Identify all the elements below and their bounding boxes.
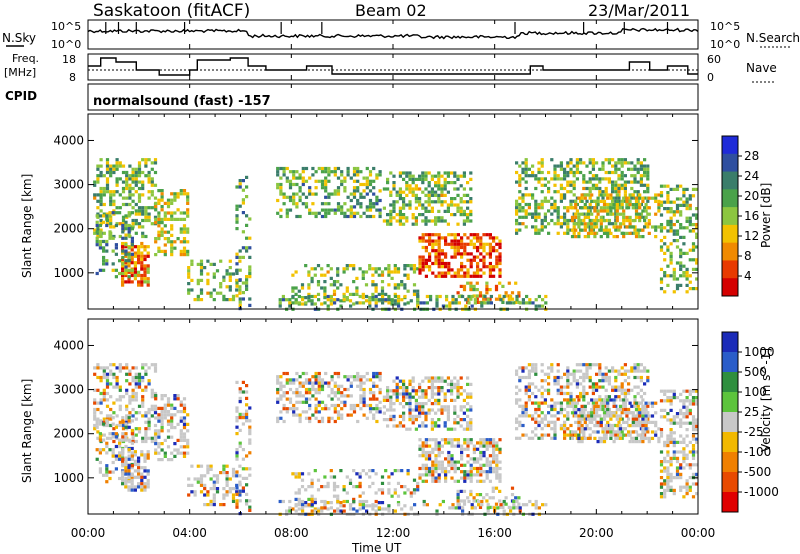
x-tick-label: 00:00: [681, 526, 716, 540]
beam-title: Beam 02: [355, 1, 427, 20]
colorbar-tick-label: 500: [744, 365, 767, 379]
y-tick-label: 4000: [53, 133, 84, 147]
colorbar-swatch: [722, 332, 738, 353]
y-tick-label: 2000: [53, 427, 84, 441]
colorbar-tick-label: 100: [744, 385, 767, 399]
y-tick-label: 2000: [53, 222, 84, 236]
colorbar-swatch: [722, 136, 738, 155]
colorbar-tick-label: 4: [744, 269, 752, 283]
colorbar-tick-label: 24: [744, 169, 759, 183]
colorbar-swatch: [722, 207, 738, 226]
colorbar-tick-label: -25: [744, 425, 764, 439]
frequency-trace: [88, 57, 698, 76]
cpid-text: normalsound (fast) -157: [93, 94, 271, 109]
colorbar-swatch: [722, 432, 738, 453]
velocity-colorbar: 1000 500 100 25 -25 -100 -500 -1000: [721, 331, 779, 513]
colorbar-tick-label: -100: [744, 445, 771, 459]
date-title: 23/Mar/2011: [588, 1, 690, 20]
nave-label: Nave: [746, 61, 777, 75]
x-tick-label: 20:00: [579, 526, 614, 540]
y-tick-label: 3000: [53, 383, 84, 397]
colorbar-tick-label: 28: [744, 149, 759, 163]
x-tick-label: 04:00: [172, 526, 207, 540]
freq-ytick-8: 8: [69, 71, 76, 84]
freq-label-line2: [MHz]: [4, 66, 36, 79]
power-heatmap: [93, 158, 699, 311]
y-tick-label: 3000: [53, 178, 84, 192]
colorbar-tick-label: 1000: [744, 345, 775, 359]
x-tick-label: 08:00: [274, 526, 309, 540]
colorbar-swatch: [722, 392, 738, 413]
freq-label-line1: Freq.: [12, 52, 39, 65]
noise-ytick-bottom-left: 10^0: [51, 38, 81, 51]
colorbar-swatch: [722, 171, 738, 190]
y-tick-label: 4000: [53, 338, 84, 352]
colorbar-swatch: [722, 260, 738, 279]
colorbar-tick-label: 25: [744, 405, 759, 419]
nave-ytick-60: 60: [707, 53, 721, 66]
y-tick-label: 1000: [53, 471, 84, 485]
velocity-heatmap: [93, 363, 699, 516]
n-sky-label: N.Sky: [2, 31, 36, 45]
y-tick-label: 1000: [53, 266, 84, 280]
colorbar-swatch: [722, 224, 738, 244]
colorbar-swatch: [722, 472, 738, 493]
colorbar-swatch: [722, 492, 738, 513]
colorbar-swatch: [722, 189, 738, 208]
colorbar-swatch: [722, 352, 738, 373]
x-tick-label: 12:00: [376, 526, 411, 540]
power-ylabel: Slant Range [km]: [20, 174, 34, 278]
freq-ytick-18: 18: [62, 53, 76, 66]
power-colorbar-title: Power [dB]: [759, 183, 773, 248]
noise-ytick-top-right: 10^5: [710, 20, 740, 33]
colorbar-swatch: [722, 372, 738, 393]
colorbar-swatch: [722, 278, 738, 297]
noise-ytick-top-left: 10^5: [51, 20, 81, 33]
noise-ytick-bottom-right: 10^0: [710, 38, 740, 51]
cpid-label: CPID: [5, 89, 37, 103]
velocity-ylabel: Slant Range [km]: [20, 379, 34, 483]
colorbar-swatch: [722, 412, 738, 433]
station-title: Saskatoon (fitACF): [93, 1, 250, 21]
colorbar-swatch: [722, 452, 738, 473]
colorbar-tick-label: 12: [744, 229, 759, 243]
colorbar-tick-label: -500: [744, 465, 771, 479]
colorbar-swatch: [722, 153, 738, 173]
velocity-colorbar-title: Velocity [m s^-1]: [759, 348, 773, 452]
colorbar-tick-label: 8: [744, 249, 752, 263]
x-tick-label: 00:00: [71, 526, 106, 540]
nave-ytick-0: 0: [707, 71, 714, 84]
power-colorbar: 4 8 12 16 20 24 28: [721, 135, 759, 297]
x-axis-label: Time UT: [351, 541, 402, 554]
noise-trace: [87, 22, 699, 40]
colorbar-tick-label: -1000: [744, 485, 779, 499]
colorbar-tick-label: 20: [744, 189, 759, 203]
colorbar-swatch: [722, 242, 738, 261]
colorbar-tick-label: 16: [744, 209, 759, 223]
n-search-label: N.Search: [746, 31, 800, 45]
x-tick-label: 16:00: [477, 526, 512, 540]
